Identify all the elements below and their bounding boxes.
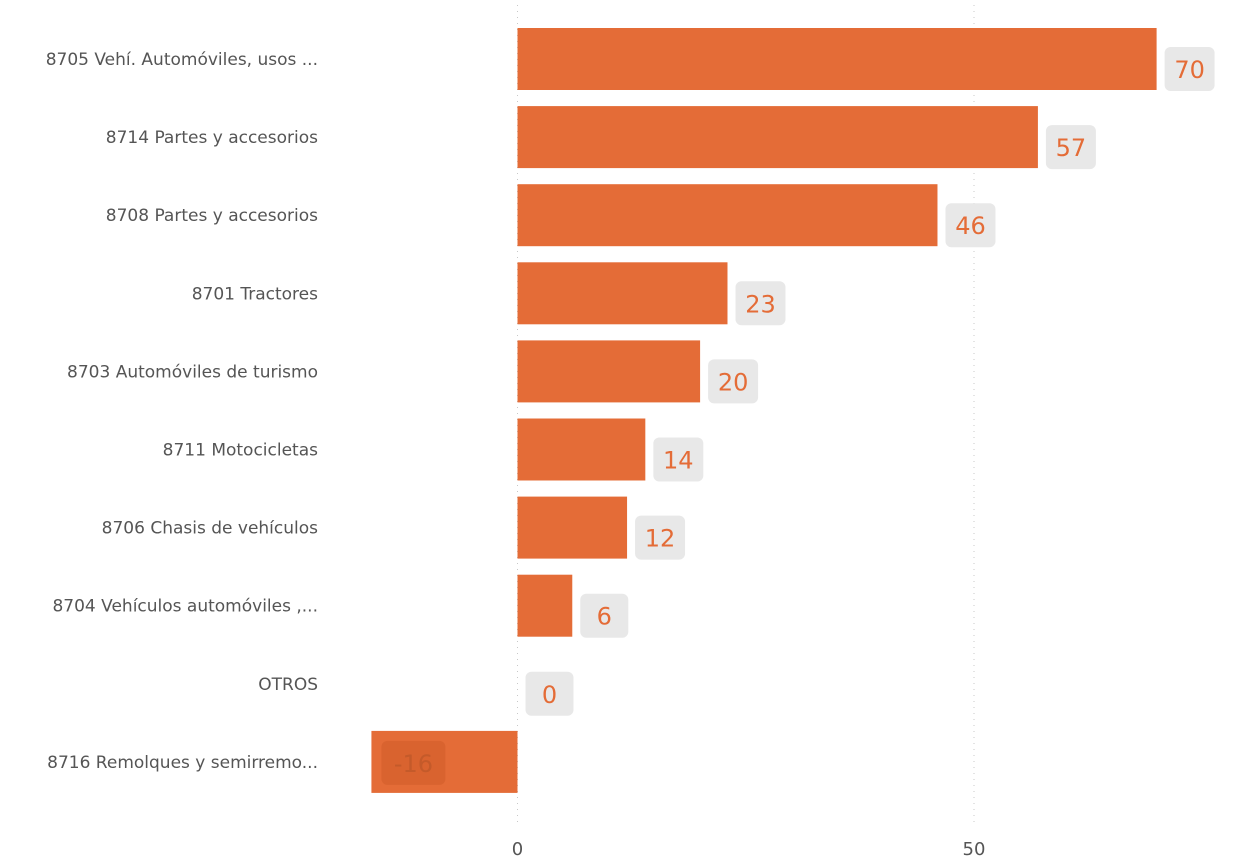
data-label-bg <box>945 203 996 248</box>
bar[interactable] <box>517 262 728 325</box>
data-label: 6 <box>597 603 612 631</box>
data-label: 70 <box>1174 56 1205 84</box>
data-label-bg <box>525 671 574 716</box>
bar[interactable] <box>517 106 1038 169</box>
data-label-bg <box>735 281 786 326</box>
category-label: 8703 Automóviles de turismo <box>67 362 318 382</box>
category-label: 8704 Vehículos automóviles ,... <box>52 597 318 617</box>
category-label: 8705 Vehí. Automóviles, usos ... <box>46 50 318 70</box>
bar[interactable] <box>517 418 646 481</box>
category-label: 8714 Partes y accesorios <box>106 128 318 148</box>
data-label-bg <box>635 515 686 560</box>
category-label: 8701 Tractores <box>192 284 318 304</box>
data-label-bg <box>1045 125 1096 170</box>
category-axis: 8705 Vehí. Automóviles, usos ... 8714 Par… <box>46 50 318 773</box>
data-label: -16 <box>394 750 433 778</box>
data-label-bg <box>580 593 629 638</box>
bar[interactable] <box>517 340 701 403</box>
bar[interactable] <box>517 28 1157 90</box>
grid-layer <box>517 5 975 822</box>
label-layer: 70 57 46 23 20 14 12 6 0 -16 <box>381 47 1215 785</box>
data-label: 46 <box>955 212 986 240</box>
data-label-bg <box>653 437 704 482</box>
value-axis: 0 50 <box>512 839 986 858</box>
bar[interactable] <box>517 496 628 559</box>
bar-layer <box>371 28 1157 793</box>
data-label-bg <box>381 740 446 785</box>
data-label: 23 <box>745 290 776 318</box>
x-tick-label: 50 <box>963 839 986 858</box>
bar[interactable] <box>517 574 573 637</box>
category-label: OTROS <box>258 675 318 695</box>
data-label-bg <box>708 359 759 404</box>
category-label: 8716 Remolques y semirremo... <box>47 753 318 773</box>
data-label-bg <box>1164 47 1215 91</box>
data-label: 0 <box>542 681 557 709</box>
bar[interactable] <box>517 184 938 247</box>
data-label: 14 <box>663 447 694 475</box>
category-label: 8708 Partes y accesorios <box>106 206 318 226</box>
category-label: 8711 Motocicletas <box>163 441 318 461</box>
category-label: 8706 Chasis de vehículos <box>102 519 318 539</box>
data-label: 12 <box>645 525 676 553</box>
x-tick-label: 0 <box>512 839 523 858</box>
data-label: 57 <box>1056 134 1087 162</box>
data-label: 20 <box>718 368 749 396</box>
